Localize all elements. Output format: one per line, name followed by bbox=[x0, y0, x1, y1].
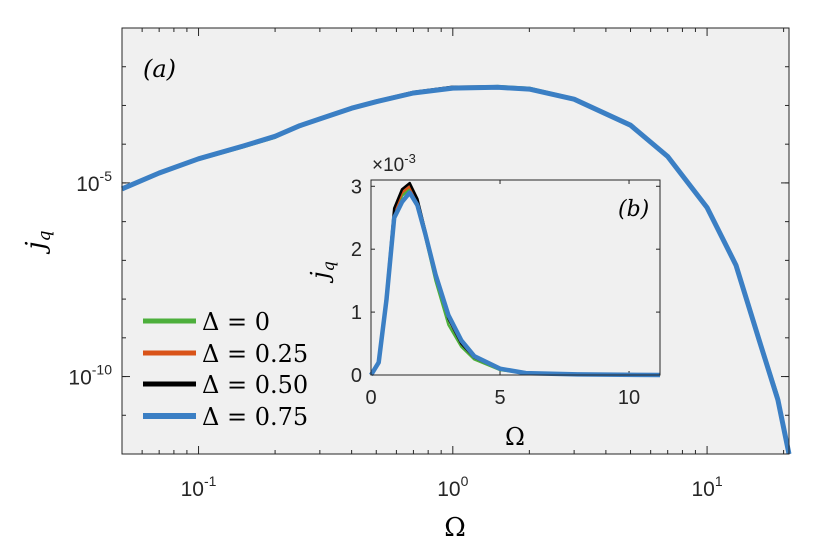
legend-label-3: Δ = 0.75 bbox=[202, 403, 308, 431]
legend: Δ = 0 Δ = 0.25 Δ = 0.50 Δ = 0.75 bbox=[143, 308, 308, 431]
main-y-tick-label: 10-5 bbox=[76, 168, 112, 196]
inset-x-tick-label: 5 bbox=[494, 387, 505, 409]
inset-x-tick-label: 0 bbox=[365, 387, 376, 409]
main-series bbox=[121, 84, 792, 455]
inset-x-axis-label: Ω bbox=[505, 423, 525, 451]
legend-label-2: Δ = 0.50 bbox=[202, 371, 308, 399]
main-y-tick-label: 10-10 bbox=[68, 362, 112, 390]
legend-entry: Δ = 0.25 bbox=[143, 340, 308, 368]
legend-entry: Δ = 0 bbox=[143, 308, 270, 336]
main-axes-border bbox=[121, 27, 790, 455]
inset-plot-background bbox=[371, 180, 660, 375]
inset-y-tick-label: 2 bbox=[351, 239, 362, 261]
legend-label-1: Δ = 0.25 bbox=[202, 340, 308, 368]
inset-x-tick-label: 10 bbox=[618, 387, 640, 409]
inset-axes-border bbox=[370, 179, 661, 376]
inset-y-tick-label: 1 bbox=[351, 302, 362, 324]
main-x-tick-label: 101 bbox=[691, 473, 722, 501]
main-x-axis-label: Ω bbox=[444, 513, 466, 543]
inset-series bbox=[369, 181, 661, 378]
legend-label-0: Δ = 0 bbox=[202, 308, 270, 336]
inset-y-tick-label: 0 bbox=[351, 365, 362, 387]
panel-b-label: (b) bbox=[618, 197, 649, 222]
main-x-tick-label: 10-1 bbox=[181, 473, 217, 501]
main-series-line-3 bbox=[121, 84, 792, 455]
inset-series-line-3 bbox=[369, 190, 661, 378]
legend-entry: Δ = 0.50 bbox=[143, 371, 308, 399]
inset-y-tick-label: 3 bbox=[351, 176, 362, 198]
inset-y-multiplier: ×10-3 bbox=[372, 151, 416, 176]
main-y-axis-label: jq bbox=[21, 230, 55, 254]
legend-entry: Δ = 0.75 bbox=[143, 403, 308, 431]
inset-ticks: 0 5 10 0 1 2 3 bbox=[351, 176, 660, 409]
svg-text:jq: jq bbox=[21, 230, 55, 254]
panel-a-label: (a) bbox=[143, 55, 176, 83]
main-x-tick-label: 100 bbox=[437, 473, 468, 501]
